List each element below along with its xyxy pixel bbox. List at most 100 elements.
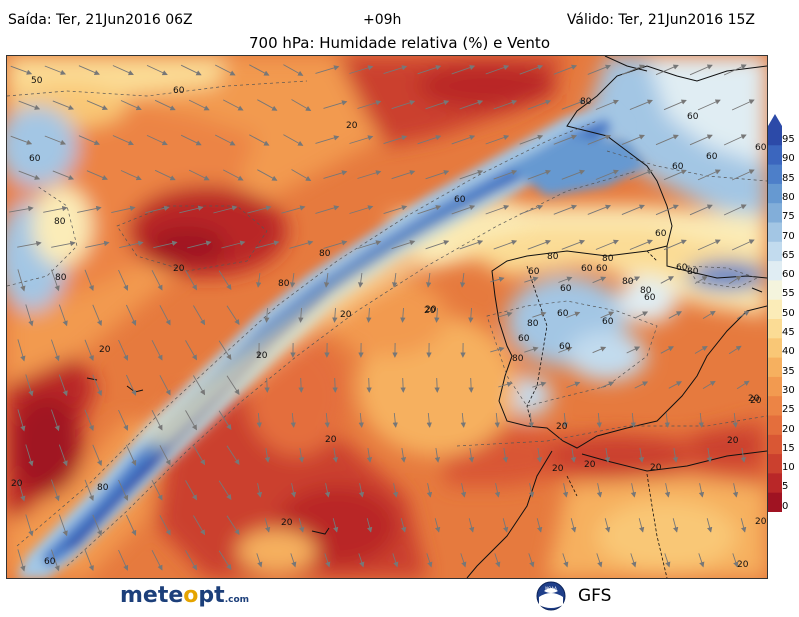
wind-arrow [566, 381, 581, 388]
wind-arrow [561, 169, 586, 180]
colorbar-tick-label: 40 [782, 346, 795, 358]
wind-arrow [349, 135, 374, 144]
wind-arrow [460, 553, 467, 568]
contour-label: 60 [602, 317, 614, 327]
wind-arrow [218, 480, 232, 501]
wind-arrow [587, 204, 612, 215]
wind-arrow [664, 412, 670, 428]
wind-arrow [256, 273, 262, 288]
wind-arrow [222, 169, 244, 181]
wind-arrow [490, 276, 505, 283]
wind-arrow [736, 310, 750, 320]
wind-arrow [740, 448, 747, 463]
contour-label: 80 [640, 286, 652, 296]
contour-label: 80 [512, 354, 524, 364]
wind-arrow [600, 311, 615, 319]
wind-arrow [153, 240, 178, 249]
wind-arrow [218, 340, 232, 361]
contour-lines [7, 80, 767, 567]
colorbar-swatch [768, 261, 782, 281]
wind-arrow [283, 64, 304, 76]
wind-arrow [689, 204, 713, 216]
wind-arrow [50, 339, 60, 362]
contour-label: 80 [547, 252, 559, 262]
wind-arrow [468, 377, 474, 393]
wind-arrow [332, 307, 338, 323]
wind-arrow [490, 346, 505, 353]
country-borders [526, 250, 668, 578]
wind-arrow [249, 64, 270, 76]
colorbar-tick-label: 90 [782, 153, 795, 165]
wind-arrow [660, 346, 674, 354]
wind-arrow [434, 377, 440, 393]
humidity-field [7, 56, 767, 578]
wind-arrow [493, 239, 518, 250]
wind-arrow [592, 276, 607, 284]
wind-arrow [315, 205, 340, 214]
wind-arrow [493, 99, 518, 110]
wind-arrow [357, 100, 382, 109]
wind-arrow [185, 410, 197, 431]
wind-arrow [621, 64, 645, 76]
wind-arrow [425, 100, 450, 110]
wind-arrow [118, 339, 129, 361]
wind-arrow [86, 100, 108, 111]
wind-arrow [151, 409, 163, 431]
wind-arrow [146, 64, 168, 76]
colorbar-tick-label: 50 [782, 307, 795, 319]
wind-arrow [180, 64, 202, 76]
wind-arrow [417, 65, 442, 75]
colorbar-swatch [768, 473, 782, 494]
wind-arrow [120, 170, 142, 181]
wind-arrow [283, 134, 304, 146]
wind-arrow [562, 553, 569, 568]
contour-label: 20 [340, 310, 352, 320]
wind-arrow [425, 240, 450, 250]
wind-arrow [357, 240, 382, 249]
contour-label: 80 [97, 483, 109, 493]
wind-arrow [630, 483, 637, 498]
wind-arrow [125, 304, 137, 326]
wind-arrow [383, 205, 408, 215]
colorbar-tick-label: 15 [782, 442, 795, 454]
wind-arrow [358, 273, 364, 288]
wind-arrow [84, 269, 94, 292]
wind-arrow [281, 205, 306, 214]
wind-arrow [357, 170, 382, 179]
wind-arrow [25, 374, 34, 397]
wind-arrow [697, 169, 721, 181]
humidity-wind-map[interactable]: 50 60 80 60 80 20 80 60 20 60 80 80 20 20 20 80 60 20 60 80… [6, 55, 768, 579]
wind-arrow [218, 410, 232, 431]
contour-label: 60 [672, 162, 684, 172]
contour-label: 20 [425, 305, 437, 315]
wind-arrow [392, 483, 399, 498]
contour-label: 80 [602, 254, 614, 264]
wind-arrow [291, 99, 312, 111]
logo-text-a: mete [120, 583, 184, 608]
wind-arrow [193, 515, 206, 536]
colorbar-tick-label: 20 [782, 423, 795, 435]
contour-label: 60 [557, 309, 569, 319]
wind-arrow [221, 240, 246, 249]
wind-arrow [366, 307, 372, 323]
wind-arrow [570, 448, 577, 463]
colorbar-swatch [768, 222, 782, 243]
wind-arrow [524, 276, 539, 283]
contour-label: 60 [655, 229, 667, 239]
wind-arrow [400, 307, 406, 323]
wind-arrow [655, 134, 679, 146]
wind-arrow [663, 169, 687, 181]
wind-arrow [255, 240, 280, 249]
wind-arrow [434, 307, 440, 323]
contour-label: 60 [706, 152, 718, 162]
wind-arrow [391, 100, 416, 110]
wind-arrow [289, 240, 314, 249]
model-name: GFS [578, 586, 612, 606]
contour-label: 80 [54, 217, 66, 227]
wind-arrow [298, 377, 304, 393]
wind-arrow [698, 553, 705, 568]
colorbar-tick-label: 10 [782, 462, 795, 474]
wind-arrow [125, 374, 137, 396]
wind-arrow [561, 239, 586, 250]
wind-arrow [425, 170, 450, 180]
